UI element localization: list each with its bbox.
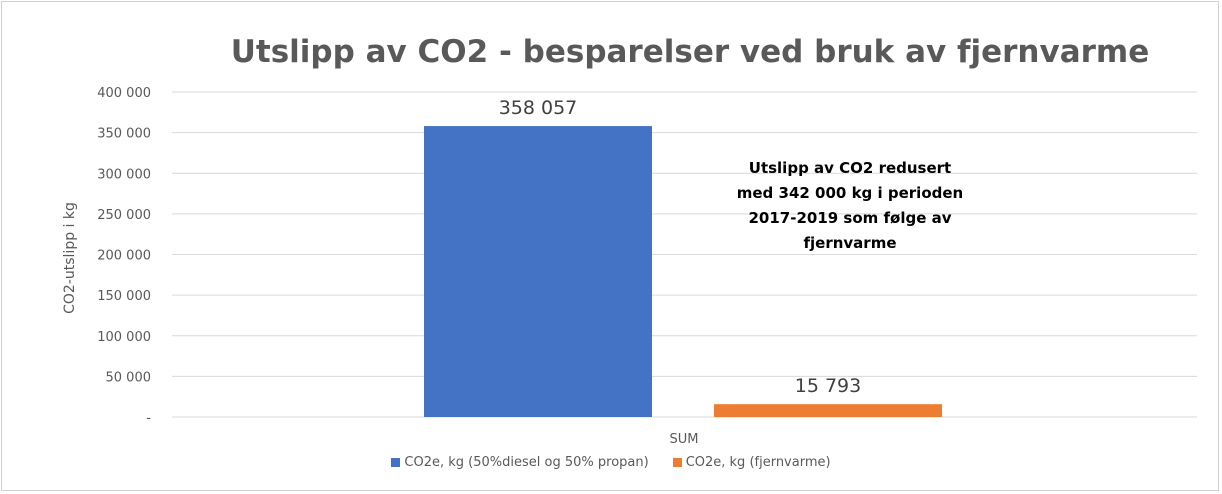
y-tick-label: 250 000 xyxy=(97,208,151,223)
data-labels: 358 057 15 793 xyxy=(499,97,862,397)
legend-label-diesel: CO2e, kg (50%diesel og 50% propan) xyxy=(404,455,649,470)
y-tick-label: 300 000 xyxy=(97,167,151,182)
y-tick-label: 350 000 xyxy=(97,127,151,142)
legend-item-diesel: CO2e, kg (50%diesel og 50% propan) xyxy=(391,455,649,470)
chart-title-container: Utslipp av CO2 - besparelser ved bruk av… xyxy=(150,34,1222,70)
x-category-label: SUM xyxy=(670,432,699,447)
y-axis-label: CO2-utslipp i kg xyxy=(62,202,78,314)
legend: CO2e, kg (50%diesel og 50% propan) CO2e,… xyxy=(0,455,1222,470)
data-label-fjernvarme: 15 793 xyxy=(795,375,861,397)
y-tick-label: 50 000 xyxy=(106,370,152,385)
chart-title: Utslipp av CO2 - besparelser ved bruk av… xyxy=(230,34,1150,70)
legend-swatch-fjernvarme xyxy=(672,458,682,467)
bar-fjernvarme xyxy=(714,404,942,417)
legend-item-fjernvarme: CO2e, kg (fjernvarme) xyxy=(672,455,831,470)
y-tick-label: 400 000 xyxy=(97,86,151,101)
y-tick-label: 200 000 xyxy=(97,249,151,264)
y-tick-label: - xyxy=(146,411,151,426)
legend-swatch-diesel xyxy=(391,458,401,467)
y-axis-ticks: - 50 000 100 000 150 000 200 000 250 000 300 0… xyxy=(97,86,151,426)
annotation-text: Utslipp av CO2 redusert med 342 000 kg i… xyxy=(736,159,964,252)
y-tick-label: 150 000 xyxy=(97,289,151,304)
legend-label-fjernvarme: CO2e, kg (fjernvarme) xyxy=(685,455,831,470)
data-label-diesel: 358 057 xyxy=(499,97,578,119)
bars xyxy=(424,126,942,418)
gridlines xyxy=(172,91,1197,418)
bar-diesel xyxy=(424,126,652,418)
y-tick-label: 100 000 xyxy=(97,330,151,345)
